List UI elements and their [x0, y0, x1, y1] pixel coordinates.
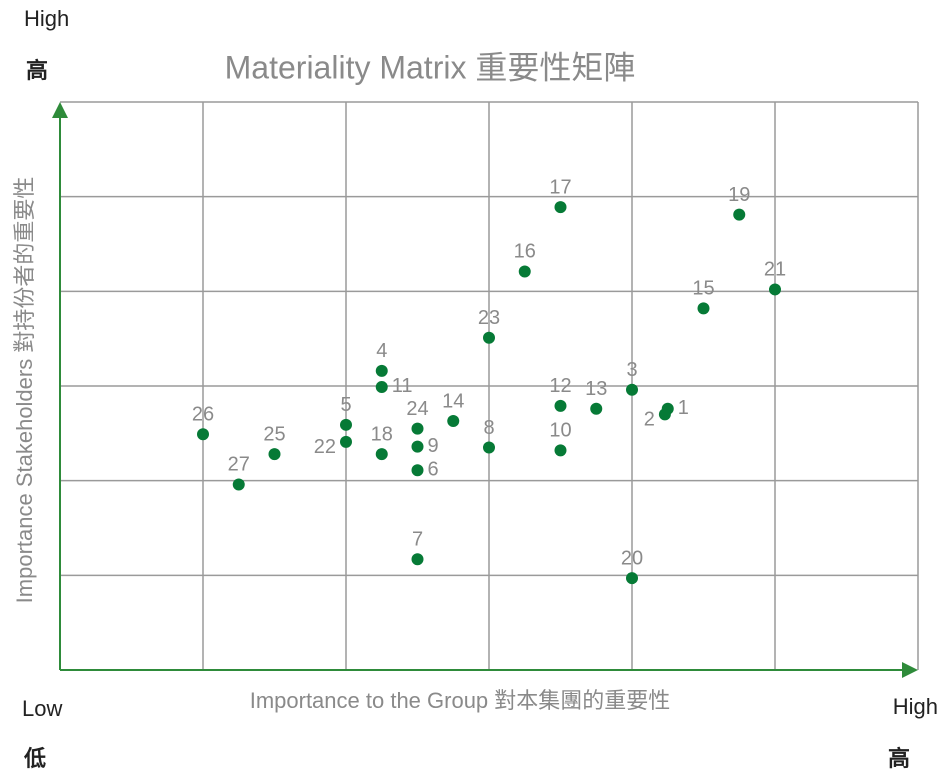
point-label: 4: [376, 340, 387, 362]
y-high-zh: 高: [26, 58, 48, 83]
point: [340, 418, 352, 431]
point-label: 15: [692, 278, 714, 300]
point: [769, 283, 781, 296]
point: [375, 364, 388, 377]
point: [554, 444, 567, 457]
point-label: 10: [549, 420, 571, 442]
point-label: 9: [428, 435, 439, 457]
point: [375, 448, 388, 461]
x-low: Low: [22, 696, 62, 721]
point-label: 13: [585, 378, 607, 400]
point: [518, 265, 531, 278]
point-label: 11: [392, 375, 413, 397]
point: [697, 302, 710, 315]
point-label: 2: [644, 409, 655, 431]
point-label: 16: [514, 241, 536, 263]
point-label: 8: [483, 417, 494, 439]
x-axis-label: Importance to the Group 對本集團的重要性: [250, 688, 671, 713]
x-axis-arrow: [902, 662, 918, 678]
point-label: 27: [228, 454, 250, 476]
point-label: 20: [621, 547, 643, 569]
point: [626, 383, 638, 396]
point-label: 22: [314, 436, 336, 458]
point: [483, 331, 495, 344]
y-axis-label: Importance Stakeholders 對持份者的重要性: [12, 177, 37, 604]
point: [626, 572, 638, 585]
point: [232, 478, 245, 491]
point: [411, 440, 424, 453]
point: [411, 422, 424, 435]
point-label: 5: [340, 394, 351, 416]
point-label: 6: [428, 459, 439, 481]
chart-title: Materiality Matrix 重要性矩陣: [225, 49, 636, 85]
point-label: 17: [549, 176, 571, 198]
point-label: 26: [192, 404, 214, 426]
point: [733, 208, 746, 221]
point-label: 12: [549, 375, 571, 397]
y-high: High: [24, 6, 69, 31]
point: [554, 201, 567, 214]
x-low-zh: 低: [23, 746, 46, 771]
point: [411, 553, 424, 566]
point: [658, 408, 671, 421]
point: [447, 415, 460, 428]
y-axis-arrow: [52, 102, 68, 118]
point-label: 7: [412, 529, 423, 551]
point: [268, 448, 281, 461]
point: [483, 441, 495, 454]
point-label: 14: [442, 390, 464, 412]
point: [375, 380, 388, 393]
x-high: High: [893, 694, 938, 719]
point-label: 25: [263, 423, 285, 445]
point: [197, 428, 209, 441]
point-label: 3: [626, 359, 637, 381]
point: [554, 399, 567, 412]
point-label: 1: [678, 397, 689, 419]
point-label: 24: [406, 398, 428, 420]
point-label: 21: [764, 259, 786, 281]
point: [590, 402, 603, 415]
point-label: 18: [371, 423, 393, 445]
point-label: 23: [478, 307, 500, 329]
point: [340, 435, 352, 448]
point: [411, 464, 424, 477]
point-label: 19: [728, 184, 750, 206]
x-high-zh: 高: [888, 746, 910, 771]
